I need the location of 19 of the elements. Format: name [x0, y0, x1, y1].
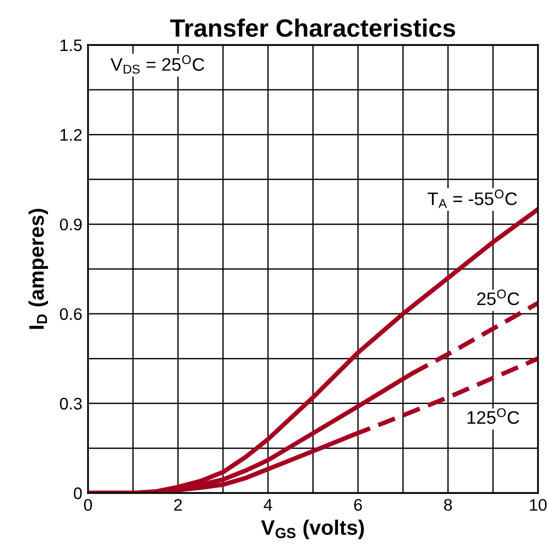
y-tick-label: 1.5 [60, 40, 82, 52]
y-tick-label: 0 [74, 487, 82, 500]
x-tick-label: 6 [354, 498, 362, 511]
x-tick-label: 2 [174, 498, 182, 511]
chart-title: Transfer Characteristics [170, 18, 456, 37]
annotation: V$_{DS}$ = 25$^{O}$C [110, 55, 204, 74]
y-tick-label: 0.3 [60, 398, 82, 410]
x-tick-label: 0 [84, 498, 92, 511]
x-tick-label: 10 [530, 498, 547, 511]
x-tick-label: 4 [264, 499, 272, 511]
y-tick-label: 1.2 [60, 129, 82, 141]
annotation: 25$^{O}$C [477, 290, 520, 306]
annotation: 125$^{O}$C [468, 408, 520, 424]
x-axis-title: V$_{GS}$ (volts) [261, 520, 364, 540]
annotation: T$_{A}$ = -55$^{O}$C [428, 189, 517, 208]
y-tick-label: 0.9 [60, 218, 82, 230]
x-tick-label: 8 [444, 498, 452, 511]
y-tick-label: 0.6 [60, 308, 82, 320]
y-axis-title: I$_{D}$ (amperes) [28, 208, 48, 329]
